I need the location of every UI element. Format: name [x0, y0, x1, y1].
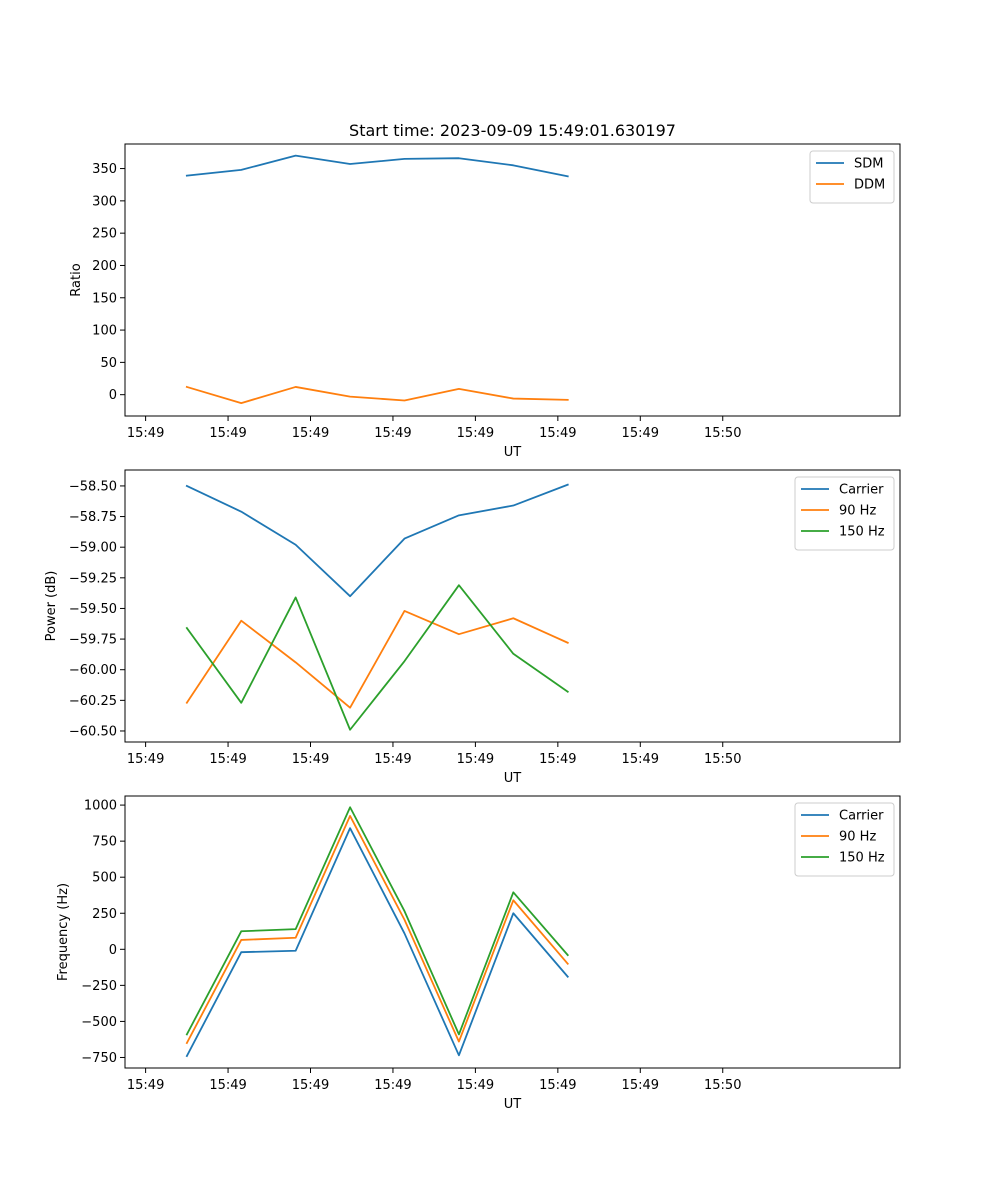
y-tick-label: −58.75 [69, 510, 117, 525]
x-tick-label: 15:49 [374, 752, 411, 767]
series-line-carrier [185, 483, 569, 598]
x-tick-label: 15:49 [457, 752, 494, 767]
y-tick-label: 150 [92, 291, 117, 306]
x-tick-label: 15:49 [127, 1078, 164, 1093]
x-tick-label: 15:49 [622, 426, 659, 441]
x-tick-label: 15:49 [457, 426, 494, 441]
axes-frame [124, 469, 901, 743]
x-tick-label: 15:50 [704, 426, 741, 441]
y-tick-label: 300 [92, 194, 117, 209]
y-tick-label: −60.25 [69, 694, 117, 709]
series-line-90-hz [185, 610, 569, 709]
y-tick-label: 0 [109, 388, 117, 403]
y-tick-label: 250 [92, 227, 117, 242]
legend-box [809, 150, 895, 204]
x-tick-label: 15:50 [704, 752, 741, 767]
series-line-150-hz [185, 806, 570, 1036]
y-tick-label: 750 [92, 835, 117, 850]
legend-label: 90 Hz [839, 830, 876, 845]
legend: SDM DDM [809, 150, 895, 204]
legend-label: DDM [854, 178, 885, 193]
y-tick-label: −58.50 [69, 479, 117, 494]
y-axis-label: Ratio [69, 263, 84, 296]
x-axis-label: UT [504, 771, 522, 786]
x-tick-label: 15:49 [539, 426, 576, 441]
x-tick-label: 15:49 [292, 752, 329, 767]
y-tick-label: 500 [92, 871, 117, 886]
y-tick-label: 1000 [84, 799, 117, 814]
y-tick-label: −60.50 [69, 724, 117, 739]
y-tick-label: −750 [81, 1051, 117, 1066]
legend: Carrier 90 Hz 150 Hz [794, 802, 895, 877]
x-tick-label: 15:50 [704, 1078, 741, 1093]
y-tick-label: 100 [92, 324, 117, 339]
legend-label: 90 Hz [839, 504, 876, 519]
y-tick-label: 0 [109, 943, 117, 958]
plot-area: 15:49 15:49 15:49 15:49 15:49 15:49 15:49 15:50… [81, 795, 901, 1093]
x-tick-label: 15:49 [374, 1078, 411, 1093]
series-line-sdm [185, 154, 569, 178]
y-tick-label: 350 [92, 162, 117, 177]
x-tick-label: 15:49 [539, 1078, 576, 1093]
x-tick-label: 15:49 [292, 426, 329, 441]
y-tick-label: 200 [92, 259, 117, 274]
x-tick-label: 15:49 [209, 752, 246, 767]
plot-area: 15:49 15:49 15:49 15:49 15:49 15:49 15:49 15:50… [92, 143, 901, 441]
x-tick-label: 15:49 [622, 1078, 659, 1093]
x-tick-label: 15:49 [127, 426, 164, 441]
legend-label: Carrier [839, 809, 884, 824]
series-line-150-hz [185, 584, 569, 731]
plot-area: 15:49 15:49 15:49 15:49 15:49 15:49 15:49 15:50… [69, 469, 901, 767]
legend-label: SDM [854, 157, 883, 172]
power-chart-panel: UT Power (dB) 15:49 15:49 15:49 15:49 15:49 1… [44, 469, 901, 786]
y-tick-label: −59.50 [69, 602, 117, 617]
legend-label: Carrier [839, 483, 884, 498]
y-tick-label: 50 [100, 356, 117, 371]
ratio-chart-panel: Start time: 2023-09-09 15:49:01.630197 U… [69, 121, 901, 460]
y-tick-label: −59.00 [69, 541, 117, 556]
x-axis-label: UT [504, 1097, 522, 1112]
legend-label: 150 Hz [839, 851, 885, 866]
x-axis-label: UT [504, 445, 522, 460]
x-tick-label: 15:49 [622, 752, 659, 767]
legend-label: 150 Hz [839, 525, 885, 540]
series-line-90-hz [185, 815, 570, 1045]
x-tick-label: 15:49 [209, 1078, 246, 1093]
series-line-ddm [185, 385, 569, 404]
x-tick-label: 15:49 [292, 1078, 329, 1093]
y-tick-label: 250 [92, 907, 117, 922]
axes-frame [124, 143, 901, 417]
x-tick-label: 15:49 [374, 426, 411, 441]
x-tick-label: 15:49 [209, 426, 246, 441]
x-tick-label: 15:49 [457, 1078, 494, 1093]
x-tick-label: 15:49 [127, 752, 164, 767]
chart-title: Start time: 2023-09-09 15:49:01.630197 [349, 121, 676, 140]
y-tick-label: −59.75 [69, 633, 117, 648]
y-tick-label: −500 [81, 1015, 117, 1030]
y-axis-label: Frequency (Hz) [56, 883, 71, 981]
y-tick-label: −250 [81, 979, 117, 994]
axes-frame [124, 795, 901, 1069]
legend: Carrier 90 Hz 150 Hz [794, 476, 895, 551]
y-tick-label: −59.25 [69, 571, 117, 586]
series-line-carrier [185, 827, 570, 1058]
frequency-chart-panel: UT Frequency (Hz) 15:49 15:49 15:49 15:49 15… [56, 795, 901, 1112]
y-tick-label: −60.00 [69, 663, 117, 678]
x-tick-label: 15:49 [539, 752, 576, 767]
y-axis-label: Power (dB) [44, 571, 59, 642]
